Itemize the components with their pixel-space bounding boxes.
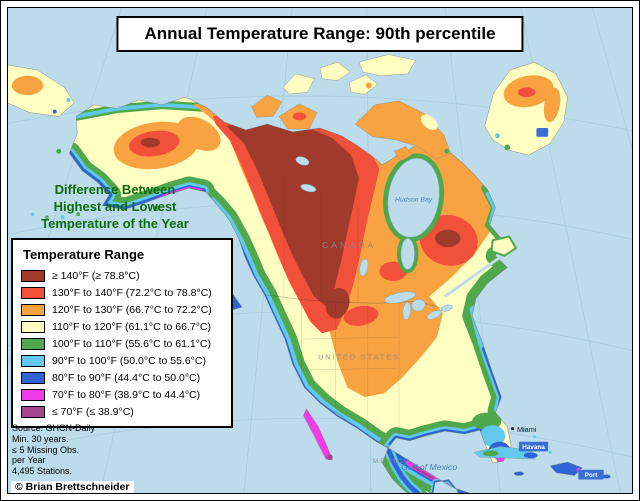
- city-label-miami: Miami: [517, 425, 537, 434]
- map-text-labels: CANADA UNITED STATES MEXICO Hudson Bay G…: [318, 128, 604, 480]
- country-label-canada: CANADA: [322, 240, 376, 250]
- legend-color-swatch: [21, 388, 45, 401]
- jamaica: [513, 471, 524, 476]
- subtitle-line: Temperature of the Year: [41, 215, 189, 231]
- state-borders: [283, 174, 400, 438]
- legend-item-label: ≥ 140°F (≥ 78.8°C): [52, 269, 140, 282]
- country-label-united-states: UNITED STATES: [318, 352, 400, 361]
- legend-color-swatch: [21, 371, 45, 384]
- nuuk-label-box: [536, 128, 549, 137]
- lake-erie: [426, 310, 442, 320]
- legend-item: 100°F to 110°F (55.6°C to 61.1°C): [13, 335, 231, 352]
- newfoundland: [490, 235, 518, 257]
- subtitle-line: Difference Between: [54, 182, 176, 197]
- source-line: per Year: [12, 455, 46, 466]
- legend-item: 90°F to 100°F (50.0°C to 55.6°C): [13, 352, 231, 369]
- city-label-havana: Havana: [522, 444, 545, 451]
- legend-item: 110°F to 120°F (61.1°C to 66.7°C): [13, 318, 231, 335]
- great-slave-lake: [300, 183, 317, 193]
- lake-ontario: [440, 304, 453, 312]
- great-bear-lake: [295, 156, 310, 166]
- baja-california: [303, 408, 333, 461]
- miami-marker: [511, 427, 515, 431]
- legend-item: 120°F to 130°F (66.7°C to 72.2°C): [13, 301, 231, 318]
- legend-item-label: 100°F to 110°F (55.6°C to 61.1°C): [52, 337, 212, 350]
- lake-winnipeg: [359, 258, 369, 277]
- source-block: Source: GHCN-Daily Min. 30 years. ≤ 5 Miss…: [12, 423, 95, 477]
- st-lawrence-river: [443, 256, 501, 298]
- puerto-rico: [602, 474, 611, 479]
- legend-color-swatch: [21, 269, 45, 282]
- inland-waters: [295, 156, 501, 320]
- legend-item: 130°F to 140°F (72.2°C to 78.8°C): [13, 284, 231, 301]
- legend-color-swatch: [21, 405, 45, 418]
- legend-color-swatch: [21, 303, 45, 316]
- country-label-mexico: MEXICO: [373, 458, 412, 465]
- lake-superior: [384, 291, 416, 304]
- source-line: Min. 30 years.: [12, 433, 69, 444]
- hudson-bay: [387, 158, 440, 238]
- legend-color-swatch: [21, 286, 45, 299]
- legend-item: ≤ 70°F (≤ 38.9°C): [13, 403, 231, 420]
- legend-item: ≥ 140°F (≥ 78.8°C): [13, 267, 231, 284]
- legend-item-label: 110°F to 120°F (61.1°C to 66.7°C): [52, 320, 212, 333]
- legend-item-label: 70°F to 80°F (38.9°C to 44.4°C): [52, 388, 201, 401]
- legend-item: 80°F to 90°F (44.4°C to 50.0°C): [13, 369, 231, 386]
- source-line: ≤ 5 Missing Obs.: [12, 444, 79, 455]
- legend-item-label: ≤ 70°F (≤ 38.9°C): [52, 405, 134, 418]
- legend-item-label: 120°F to 130°F (66.7°C to 72.2°C): [52, 303, 212, 316]
- credit: © Brian Brettschneider: [11, 481, 134, 493]
- water-label-hudson-bay: Hudson Bay: [395, 197, 433, 204]
- subtitle-line: Highest and Lowest: [53, 198, 177, 214]
- legend-item-label: 80°F to 90°F (44.4°C to 50.0°C): [52, 371, 201, 384]
- legend-title: Temperature Range: [23, 247, 145, 262]
- legend-color-swatch: [21, 337, 45, 350]
- legend: Temperature Range ≥ 140°F (≥ 78.8°C) 130…: [11, 238, 233, 428]
- lake-huron: [411, 299, 426, 312]
- port-label-box: [578, 469, 604, 480]
- water-label-gulf-of-mexico: Gulf of Mexico: [401, 462, 457, 472]
- aleutian-islands: [30, 148, 160, 220]
- arctic-islands: [251, 54, 451, 162]
- source-line: 4,495 Stations.: [12, 466, 73, 477]
- legend-item-label: 130°F to 140°F (72.2°C to 78.8°C): [52, 286, 212, 299]
- legend-color-swatch: [21, 354, 45, 367]
- map-subtitle: Difference Between Highest and Lowest Te…: [15, 182, 215, 233]
- havana-label-box: [518, 441, 549, 452]
- legend-color-swatch: [21, 320, 45, 333]
- legend-items: ≥ 140°F (≥ 78.8°C) 130°F to 140°F (72.2°…: [13, 267, 231, 420]
- james-bay: [400, 238, 415, 270]
- legend-item: 70°F to 80°F (38.9°C to 44.4°C): [13, 386, 231, 403]
- lake-michigan: [402, 302, 411, 320]
- legend-item-label: 90°F to 100°F (50.0°C to 55.6°C): [52, 354, 206, 367]
- city-label-port: Port: [585, 472, 599, 479]
- mainland-outline: [69, 96, 512, 493]
- map-title: Annual Temperature Range: 90th percentil…: [116, 16, 524, 52]
- siberia-corner: [8, 64, 75, 117]
- source-line: Source: GHCN-Daily: [12, 423, 96, 433]
